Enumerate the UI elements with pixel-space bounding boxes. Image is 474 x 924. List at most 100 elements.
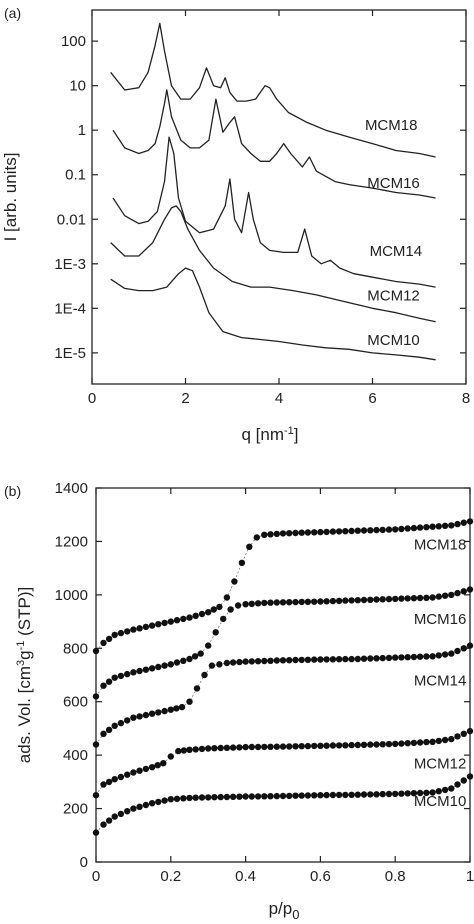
data-point [335, 791, 343, 799]
data-point [398, 595, 405, 602]
data-point [385, 654, 393, 662]
data-point [454, 520, 461, 528]
data-point [273, 743, 280, 750]
data-point [191, 653, 199, 660]
data-point [311, 792, 318, 799]
data-point [105, 726, 113, 733]
a-y-tick-label: 1E-4 [54, 300, 86, 317]
data-point [385, 740, 393, 748]
data-point [373, 791, 380, 798]
data-point [100, 781, 107, 788]
data-point [100, 730, 107, 737]
data-point [186, 614, 193, 621]
data-point [111, 776, 118, 783]
data-point [236, 658, 243, 666]
data-point [167, 618, 174, 625]
data-point [267, 599, 274, 606]
data-point [348, 527, 355, 535]
data-point [229, 659, 237, 666]
data-point [448, 591, 455, 599]
data-point [124, 717, 131, 724]
data-point [253, 534, 260, 541]
data-point [267, 743, 274, 750]
data-point [392, 740, 399, 748]
series-label-mcm14: MCM14 [414, 673, 467, 690]
data-point [117, 773, 125, 781]
data-point [201, 671, 208, 679]
series-label-mcm12: MCM12 [367, 287, 420, 304]
data-point [317, 792, 324, 799]
data-point [173, 617, 181, 624]
data-point [205, 745, 212, 752]
data-point [329, 528, 337, 535]
data-point [460, 519, 467, 526]
data-point [273, 530, 280, 538]
data-point [392, 526, 399, 533]
panel-a-x-ticks: 0 2 4 6 8 [88, 10, 470, 407]
data-point [111, 674, 118, 681]
data-point [317, 528, 324, 536]
data-point [466, 518, 474, 525]
data-point [130, 769, 137, 776]
data-point [435, 523, 442, 530]
data-point [142, 711, 150, 719]
data-point [130, 669, 137, 676]
data-point [348, 597, 355, 604]
a-y-tick-label: 0.01 [57, 211, 86, 228]
data-point [130, 626, 137, 633]
a-x-tick-label: 4 [275, 390, 283, 407]
data-point [373, 655, 380, 662]
data-point [261, 531, 268, 538]
data-point [197, 650, 204, 657]
data-point [448, 785, 455, 792]
data-point [154, 762, 161, 769]
data-point [323, 791, 330, 799]
data-point [279, 599, 287, 606]
data-point [212, 629, 219, 636]
data-point [416, 789, 424, 797]
data-point [286, 743, 293, 750]
data-point [392, 595, 399, 603]
data-point [311, 529, 318, 536]
data-point [441, 522, 449, 529]
data-point [210, 606, 217, 613]
data-point [236, 744, 243, 751]
a-y-tick-label: 1 [78, 122, 86, 139]
data-point [335, 597, 343, 605]
data-point [261, 743, 268, 751]
data-point [273, 657, 280, 664]
data-point [292, 598, 299, 606]
data-point [392, 654, 399, 661]
data-point [398, 525, 405, 533]
data-point [360, 655, 368, 662]
data-point [385, 595, 393, 603]
data-point [367, 527, 374, 534]
panel-a-series [110, 22, 436, 361]
data-point [223, 744, 231, 751]
data-point [267, 657, 274, 664]
series-line-mcm12 [110, 205, 436, 323]
a-x-tick-label: 6 [368, 390, 376, 407]
data-point [292, 529, 299, 537]
data-point [342, 655, 349, 663]
data-point [92, 693, 100, 700]
data-point [167, 661, 174, 668]
data-point [248, 658, 255, 665]
data-point [216, 661, 223, 668]
b-y-tick-label: 1400 [55, 480, 88, 497]
data-point [279, 657, 287, 664]
data-point [416, 739, 424, 746]
data-point [441, 592, 449, 599]
data-point [205, 642, 212, 649]
data-point [410, 653, 418, 661]
data-point [454, 781, 461, 788]
data-point [460, 588, 467, 595]
data-point [223, 659, 231, 667]
data-point [354, 597, 361, 604]
data-point [136, 667, 143, 675]
data-point [323, 656, 330, 663]
data-point [124, 771, 131, 778]
series-label-mcm16: MCM16 [367, 175, 420, 192]
panel-b-frame [95, 487, 471, 863]
